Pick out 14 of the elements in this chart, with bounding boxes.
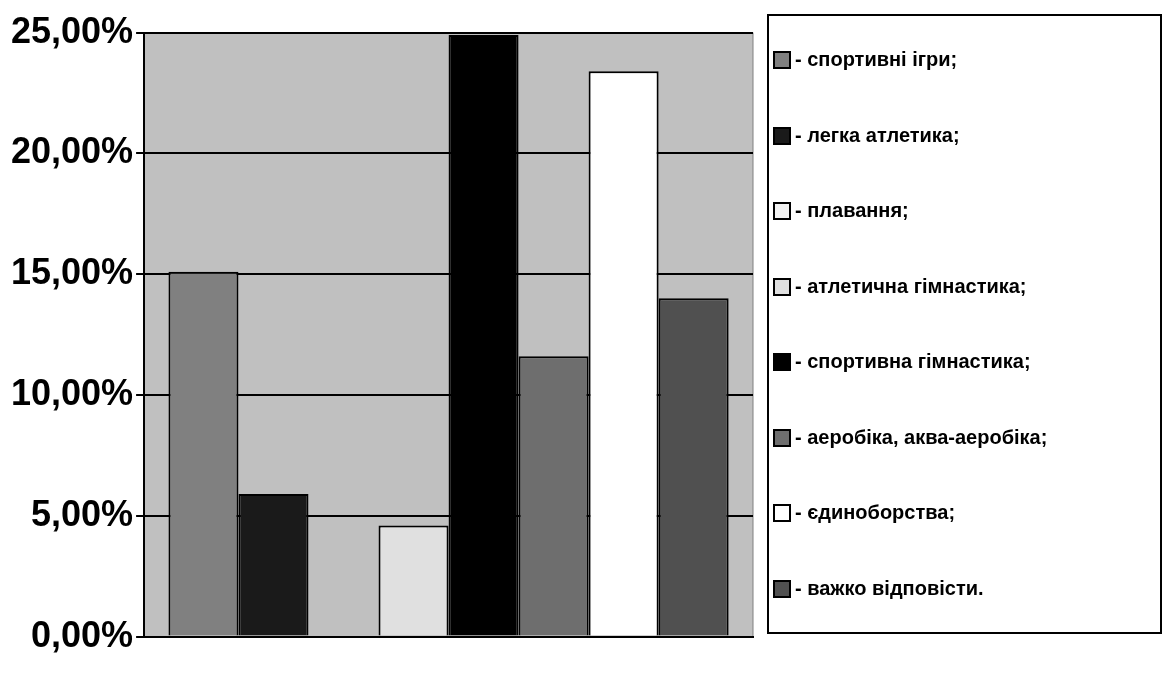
legend-label: - аеробіка, аква-аеробіка; [795,425,1048,449]
legend-label: - єдиноборства; [795,501,956,525]
y-tick-label: 25,00% [10,9,134,51]
y-tick-label: 10,00% [10,371,134,413]
y-tick-label: 15,00% [10,251,134,293]
legend-label: - важко відповісти. [795,576,984,600]
legend-label: - спортивна гімнастика; [795,350,1031,374]
y-tick-label: 0,00% [31,613,134,655]
legend-label: - атлетична гімнастика; [795,274,1027,298]
legend-label: - легка атлетика; [795,123,960,147]
y-tick-label: 20,00% [10,130,134,172]
legend-label: - плавання; [795,199,909,223]
y-tick-label: 5,00% [31,492,134,534]
legend-label: - спортивні ігри; [795,48,958,72]
